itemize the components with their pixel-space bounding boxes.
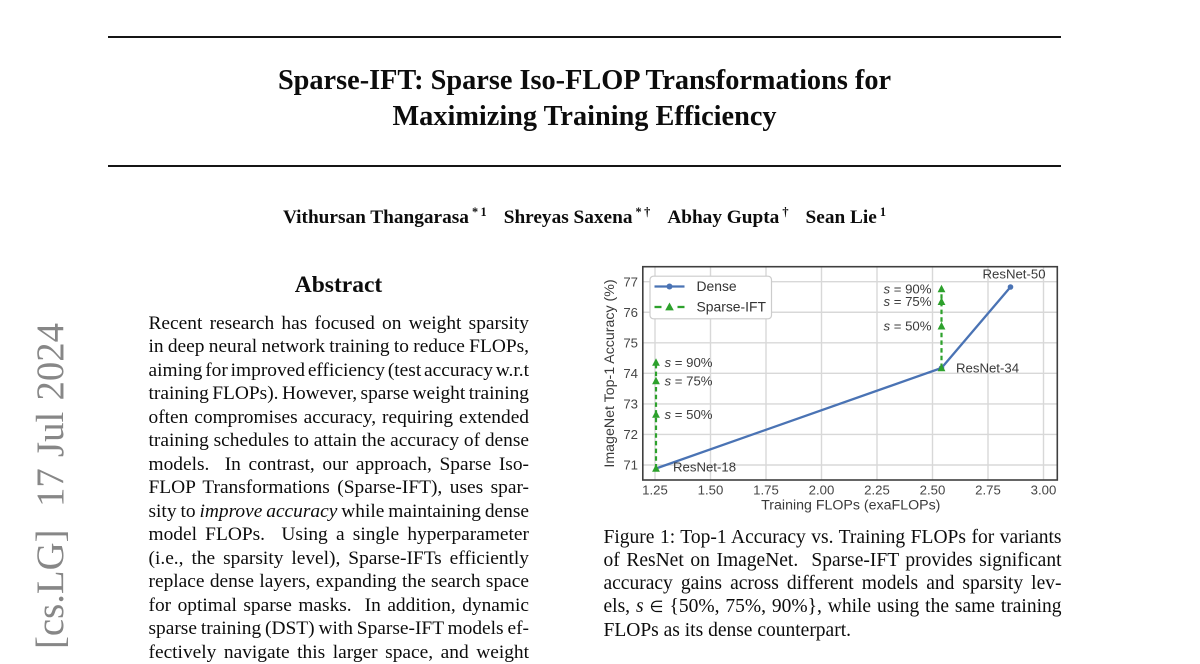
svg-text:71: 71: [623, 458, 638, 473]
svg-text:ResNet-34: ResNet-34: [956, 361, 1019, 376]
svg-text:76: 76: [623, 305, 638, 320]
svg-text:77: 77: [623, 274, 638, 289]
svg-text:s = 90%: s = 90%: [883, 281, 931, 296]
svg-text:3.00: 3.00: [1031, 483, 1057, 498]
svg-text:ResNet-50: ResNet-50: [983, 266, 1046, 281]
svg-text:72: 72: [623, 427, 638, 442]
svg-text:Training FLOPs (exaFLOPs): Training FLOPs (exaFLOPs): [761, 498, 940, 514]
svg-text:2.25: 2.25: [864, 483, 890, 498]
svg-text:73: 73: [623, 397, 638, 412]
svg-text:2.50: 2.50: [920, 483, 946, 498]
svg-text:2.75: 2.75: [975, 483, 1001, 498]
svg-text:s = 50%: s = 50%: [883, 318, 931, 333]
svg-text:s = 75%: s = 75%: [883, 294, 931, 309]
svg-text:75: 75: [623, 335, 638, 350]
svg-text:Dense: Dense: [697, 278, 737, 294]
svg-text:s = 90%: s = 90%: [665, 355, 713, 370]
svg-text:1.50: 1.50: [698, 483, 724, 498]
svg-text:74: 74: [623, 366, 638, 381]
svg-text:s = 75%: s = 75%: [665, 373, 713, 388]
svg-text:s = 50%: s = 50%: [665, 407, 713, 422]
svg-text:1.25: 1.25: [642, 483, 668, 498]
svg-text:Sparse-IFT: Sparse-IFT: [697, 299, 767, 315]
svg-text:1.75: 1.75: [753, 483, 779, 498]
svg-text:ResNet-18: ResNet-18: [673, 460, 736, 475]
svg-text:2.00: 2.00: [809, 483, 835, 498]
svg-text:ImageNet Top-1 Accuracy (%): ImageNet Top-1 Accuracy (%): [602, 279, 618, 467]
